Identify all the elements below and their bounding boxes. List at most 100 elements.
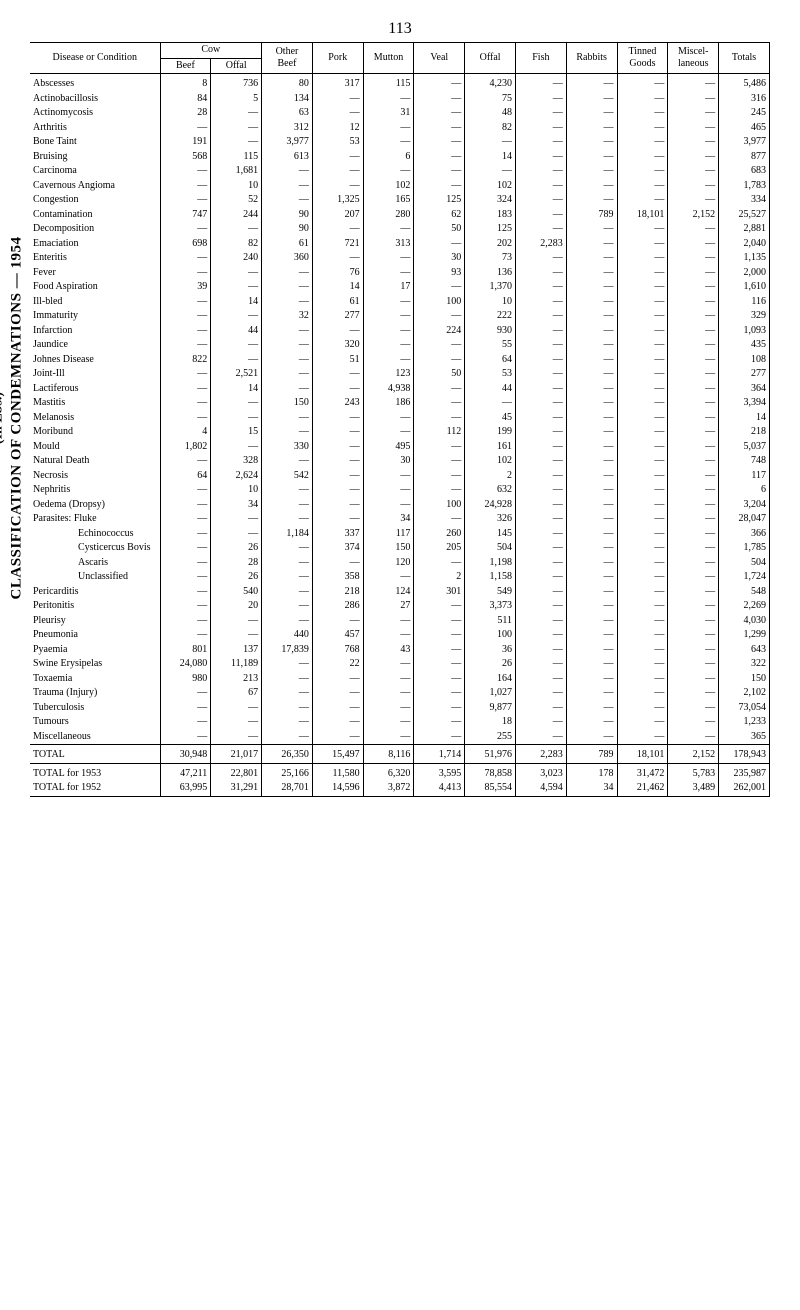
value-cell: — <box>312 324 363 339</box>
value-cell: 4,230 <box>465 74 516 92</box>
value-cell: 117 <box>363 527 414 542</box>
value-cell: — <box>668 469 719 484</box>
value-cell: — <box>414 657 465 672</box>
value-cell: 365 <box>719 730 770 745</box>
value-cell: — <box>617 643 668 658</box>
value-cell: — <box>262 193 313 208</box>
value-cell: — <box>160 599 211 614</box>
value-cell: — <box>262 179 313 194</box>
condition-cell: Tumours <box>30 715 160 730</box>
value-cell: — <box>160 498 211 513</box>
value-cell: — <box>160 324 211 339</box>
value-cell: — <box>617 730 668 745</box>
value-cell: 27 <box>363 599 414 614</box>
value-cell: — <box>211 222 262 237</box>
value-cell: — <box>515 280 566 295</box>
value-cell: 2,624 <box>211 469 262 484</box>
condition-cell: TOTAL for 1952 <box>30 781 160 796</box>
value-cell: — <box>414 309 465 324</box>
value-cell: — <box>312 701 363 716</box>
value-cell: — <box>566 657 617 672</box>
condition-cell: Tuberculosis <box>30 701 160 716</box>
value-cell: 124 <box>363 585 414 600</box>
value-cell: — <box>262 730 313 745</box>
value-cell: — <box>566 541 617 556</box>
value-cell: — <box>160 614 211 629</box>
value-cell: 50 <box>414 222 465 237</box>
value-cell: — <box>668 396 719 411</box>
value-cell: — <box>262 454 313 469</box>
value-cell: — <box>515 74 566 92</box>
condition-cell: Oedema (Dropsy) <box>30 498 160 513</box>
value-cell: 549 <box>465 585 516 600</box>
value-cell: — <box>414 672 465 687</box>
value-cell: — <box>414 686 465 701</box>
value-cell: — <box>262 338 313 353</box>
value-cell: — <box>617 469 668 484</box>
value-cell: 14 <box>211 295 262 310</box>
value-cell: 73,054 <box>719 701 770 716</box>
value-cell: 18,101 <box>617 745 668 764</box>
value-cell: 32 <box>262 309 313 324</box>
condition-cell: Bruising <box>30 150 160 165</box>
value-cell: — <box>566 164 617 179</box>
value-cell: — <box>312 498 363 513</box>
value-cell: — <box>160 411 211 426</box>
value-cell: 62 <box>414 208 465 223</box>
value-cell: — <box>211 440 262 455</box>
value-cell: 24,928 <box>465 498 516 513</box>
value-cell: — <box>363 701 414 716</box>
col-cow-group: Cow <box>160 43 262 59</box>
value-cell: — <box>262 483 313 498</box>
value-cell: 1,027 <box>465 686 516 701</box>
value-cell: 1,093 <box>719 324 770 339</box>
value-cell: 63,995 <box>160 781 211 796</box>
value-cell: 100 <box>465 628 516 643</box>
value-cell: 613 <box>262 150 313 165</box>
value-cell: — <box>262 614 313 629</box>
value-cell: — <box>617 74 668 92</box>
value-cell: 64 <box>160 469 211 484</box>
value-cell: — <box>414 74 465 92</box>
condition-cell: Actinobacillosis <box>30 92 160 107</box>
value-cell: — <box>363 251 414 266</box>
value-cell: — <box>566 715 617 730</box>
value-cell: 52 <box>211 193 262 208</box>
value-cell: 326 <box>465 512 516 527</box>
value-cell: — <box>160 266 211 281</box>
value-cell: 134 <box>262 92 313 107</box>
value-cell: — <box>515 614 566 629</box>
value-cell: — <box>668 251 719 266</box>
condemnations-table: Disease or Condition Cow Other Beef Pork… <box>30 42 770 797</box>
value-cell: — <box>414 106 465 121</box>
value-cell: — <box>262 585 313 600</box>
value-cell: — <box>414 701 465 716</box>
value-cell: — <box>211 701 262 716</box>
condition-cell: Cysticercus Bovis <box>30 541 160 556</box>
value-cell: — <box>363 222 414 237</box>
value-cell: — <box>211 353 262 368</box>
table-total: TOTAL30,94821,01726,35015,4978,1161,7145… <box>30 745 770 764</box>
value-cell: — <box>668 353 719 368</box>
value-cell: — <box>312 556 363 571</box>
value-cell: — <box>617 237 668 252</box>
value-cell: — <box>515 643 566 658</box>
value-cell: — <box>668 266 719 281</box>
value-cell: — <box>515 135 566 150</box>
value-cell: 244 <box>211 208 262 223</box>
value-cell: 218 <box>312 585 363 600</box>
value-cell: — <box>160 730 211 745</box>
value-cell: — <box>617 193 668 208</box>
value-cell: — <box>515 324 566 339</box>
value-cell: — <box>566 425 617 440</box>
value-cell: — <box>515 469 566 484</box>
condition-cell: Mould <box>30 440 160 455</box>
value-cell: 548 <box>719 585 770 600</box>
value-cell: 243 <box>312 396 363 411</box>
value-cell: — <box>414 556 465 571</box>
value-cell: — <box>566 266 617 281</box>
value-cell: 30,948 <box>160 745 211 764</box>
value-cell: — <box>515 657 566 672</box>
value-cell: — <box>160 454 211 469</box>
value-cell: 67 <box>211 686 262 701</box>
